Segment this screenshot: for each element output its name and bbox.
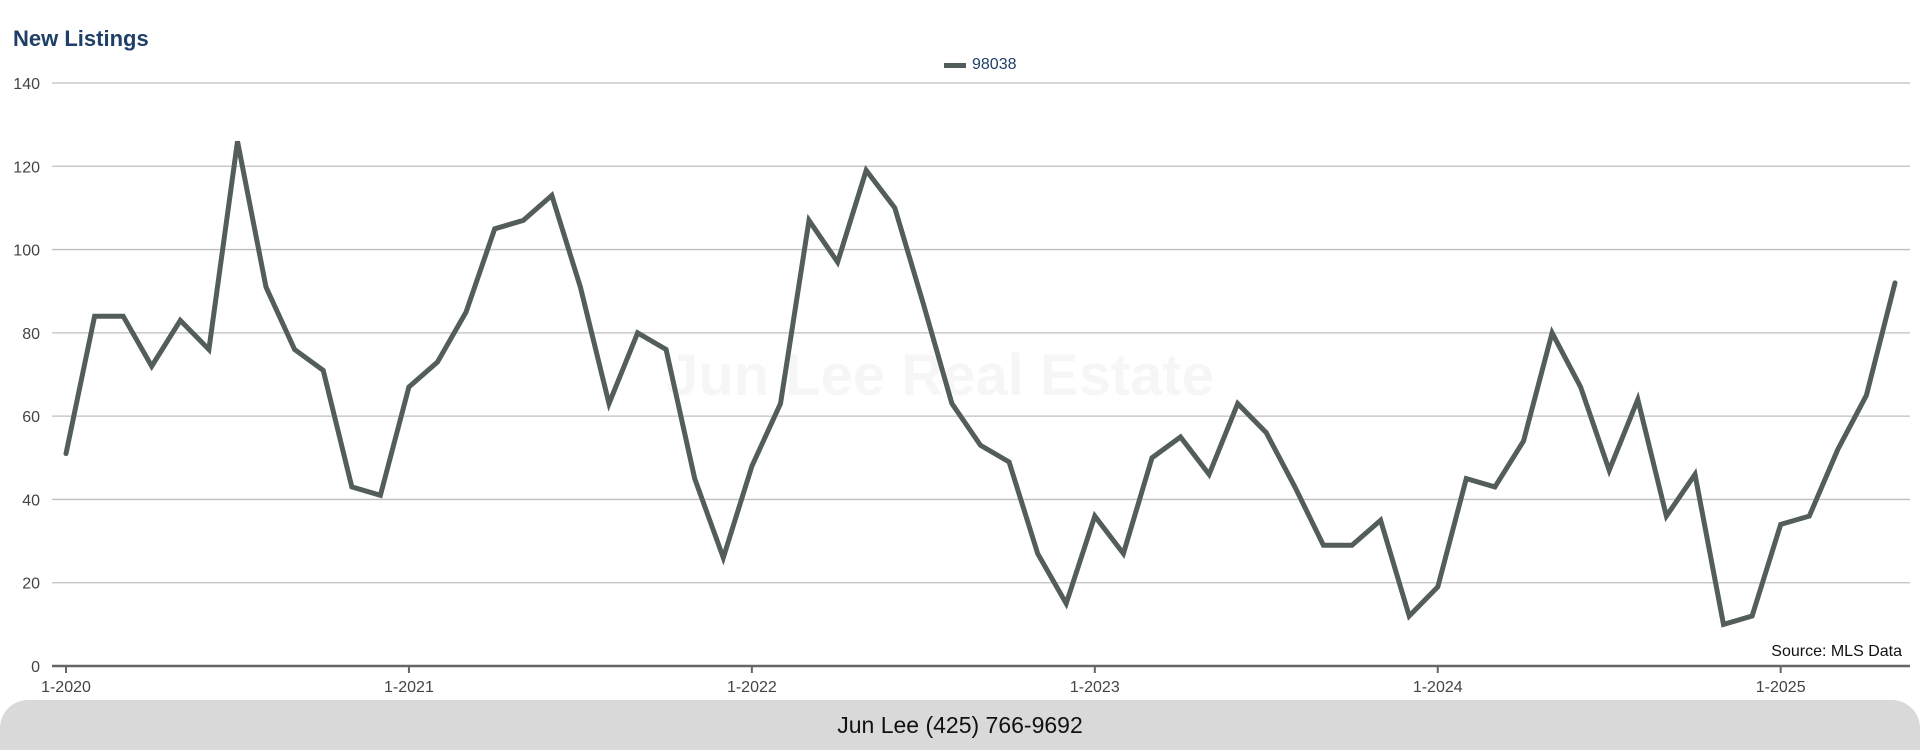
y-tick-label: 120 xyxy=(13,159,40,176)
y-tick-label: 40 xyxy=(22,492,40,509)
y-tick-label: 100 xyxy=(13,243,40,260)
legend: 98038 xyxy=(944,56,1017,74)
x-tick-label: 1-2025 xyxy=(1756,679,1806,696)
legend-label: 98038 xyxy=(972,56,1017,73)
legend-swatch xyxy=(944,62,966,68)
series-line xyxy=(63,140,1898,628)
y-tick-label: 20 xyxy=(22,576,40,593)
footer-bar: Jun Lee (425) 766-9692 xyxy=(0,700,1920,750)
x-tick-label: 1-2021 xyxy=(384,679,434,696)
footer-contact: Jun Lee (425) 766-9692 xyxy=(837,711,1083,738)
x-tick-label: 1-2020 xyxy=(41,679,91,696)
y-tick-label: 60 xyxy=(22,409,40,426)
y-tick-label: 140 xyxy=(13,76,40,93)
source-note: Source: MLS Data xyxy=(1771,643,1902,660)
chart-title: New Listings xyxy=(13,26,149,51)
x-tick-label: 1-2023 xyxy=(1070,679,1120,696)
line-chart: 0 20 40 60 80 100 120 140 1-2020 1-2021 1-2022 1-20… xyxy=(13,76,1910,696)
y-tick-label: 80 xyxy=(22,326,40,343)
x-tick-label: 1-2024 xyxy=(1413,679,1463,696)
x-tick-label: 1-2022 xyxy=(727,679,777,696)
y-tick-label: 0 xyxy=(31,659,40,676)
